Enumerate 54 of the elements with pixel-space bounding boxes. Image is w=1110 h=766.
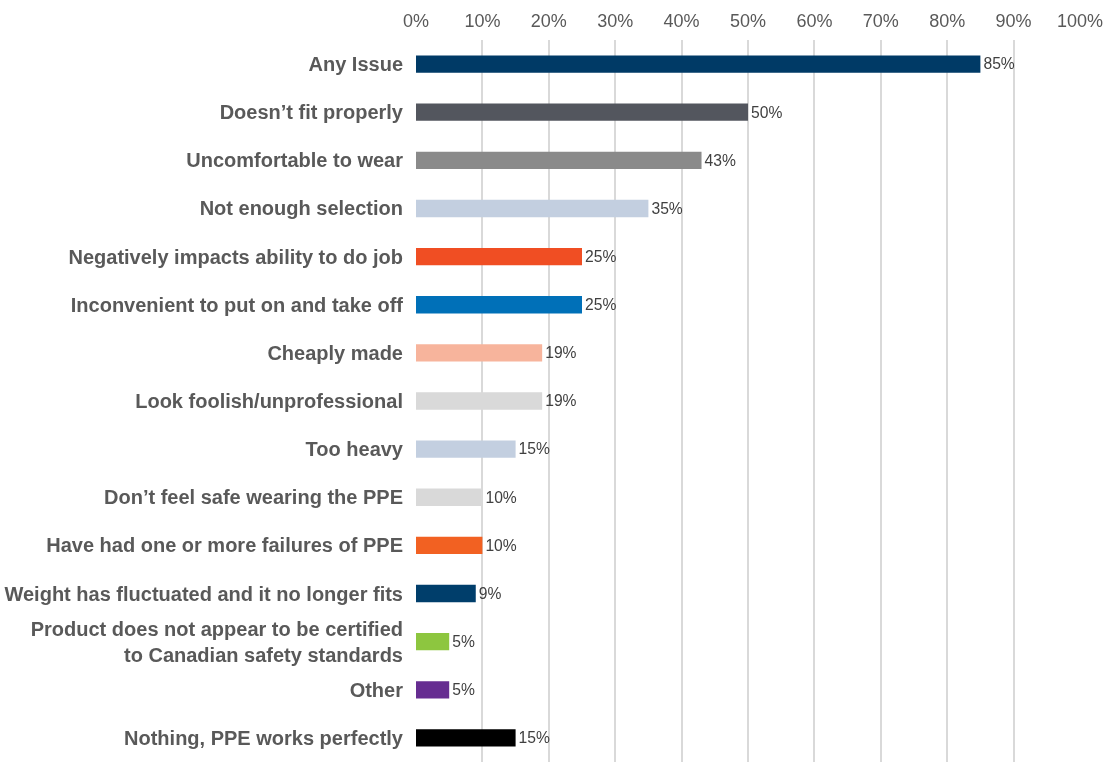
y-tick-label: Not enough selection [199, 197, 403, 220]
data-label: 43% [704, 151, 736, 169]
data-label: 15% [518, 440, 551, 458]
data-label: 10% [485, 488, 517, 506]
bar [416, 103, 748, 121]
bar [416, 199, 649, 218]
x-tick-label: 60% [796, 11, 833, 32]
y-tick-label: Doesn’t fit properly [219, 101, 404, 124]
data-label: 25% [585, 296, 617, 314]
x-tick-label: 10% [464, 11, 501, 32]
x-tick-label: 70% [862, 11, 899, 32]
y-tick-label: Inconvenient to put on and take off [70, 293, 404, 316]
x-tick-label: 100% [1056, 11, 1104, 32]
bar [416, 440, 516, 458]
y-tick-label: Don’t feel safe wearing the PPE [104, 486, 403, 509]
bar [416, 681, 450, 699]
y-tick-label: Uncomfortable to wear [186, 149, 404, 172]
x-tick-label: 20% [530, 11, 567, 32]
bar [416, 584, 476, 603]
y-tick-label: Nothing, PPE works perfectly [124, 726, 404, 749]
x-tick-label: 50% [729, 11, 767, 32]
data-label: 35% [651, 199, 683, 217]
y-tick-label: Have had one or more failures of PPE [46, 534, 403, 557]
bar [416, 151, 702, 169]
y-tick-label: Cheaply made [267, 341, 403, 364]
data-label: 50% [751, 103, 783, 121]
data-label: 19% [545, 392, 577, 410]
data-label: 10% [485, 536, 517, 554]
y-tick-label: Too heavy [305, 438, 404, 461]
bar [416, 536, 483, 555]
bar [416, 344, 543, 362]
bar [416, 55, 981, 73]
data-label: 15% [518, 729, 551, 747]
data-label: 5% [452, 681, 475, 699]
y-tick-label: Other [349, 678, 404, 701]
x-tick-label: 30% [597, 11, 634, 32]
data-label: 25% [585, 247, 617, 265]
y-tick-label: Negatively impacts ability to do job [68, 245, 403, 268]
data-label: 9% [478, 584, 502, 602]
y-tick-label: Look foolish/unprofessional [135, 390, 403, 412]
bar [416, 247, 582, 266]
data-label: 5% [452, 633, 475, 651]
bar [416, 633, 450, 651]
x-tick-label: 0% [402, 11, 430, 32]
bar [416, 729, 516, 747]
y-tick-label: Any Issue [308, 53, 403, 76]
bar [416, 296, 582, 314]
y-tick-label: Weight has fluctuated and it no longer fits [4, 582, 403, 605]
x-tick-label: 40% [663, 11, 700, 32]
x-tick-label: 90% [995, 11, 1032, 32]
data-label: 85% [983, 55, 1015, 73]
data-label: 19% [545, 344, 577, 362]
y-tick-label: Product does not appear to be certified to Canadian safety standards [30, 617, 403, 666]
x-tick-label: 80% [929, 11, 966, 32]
